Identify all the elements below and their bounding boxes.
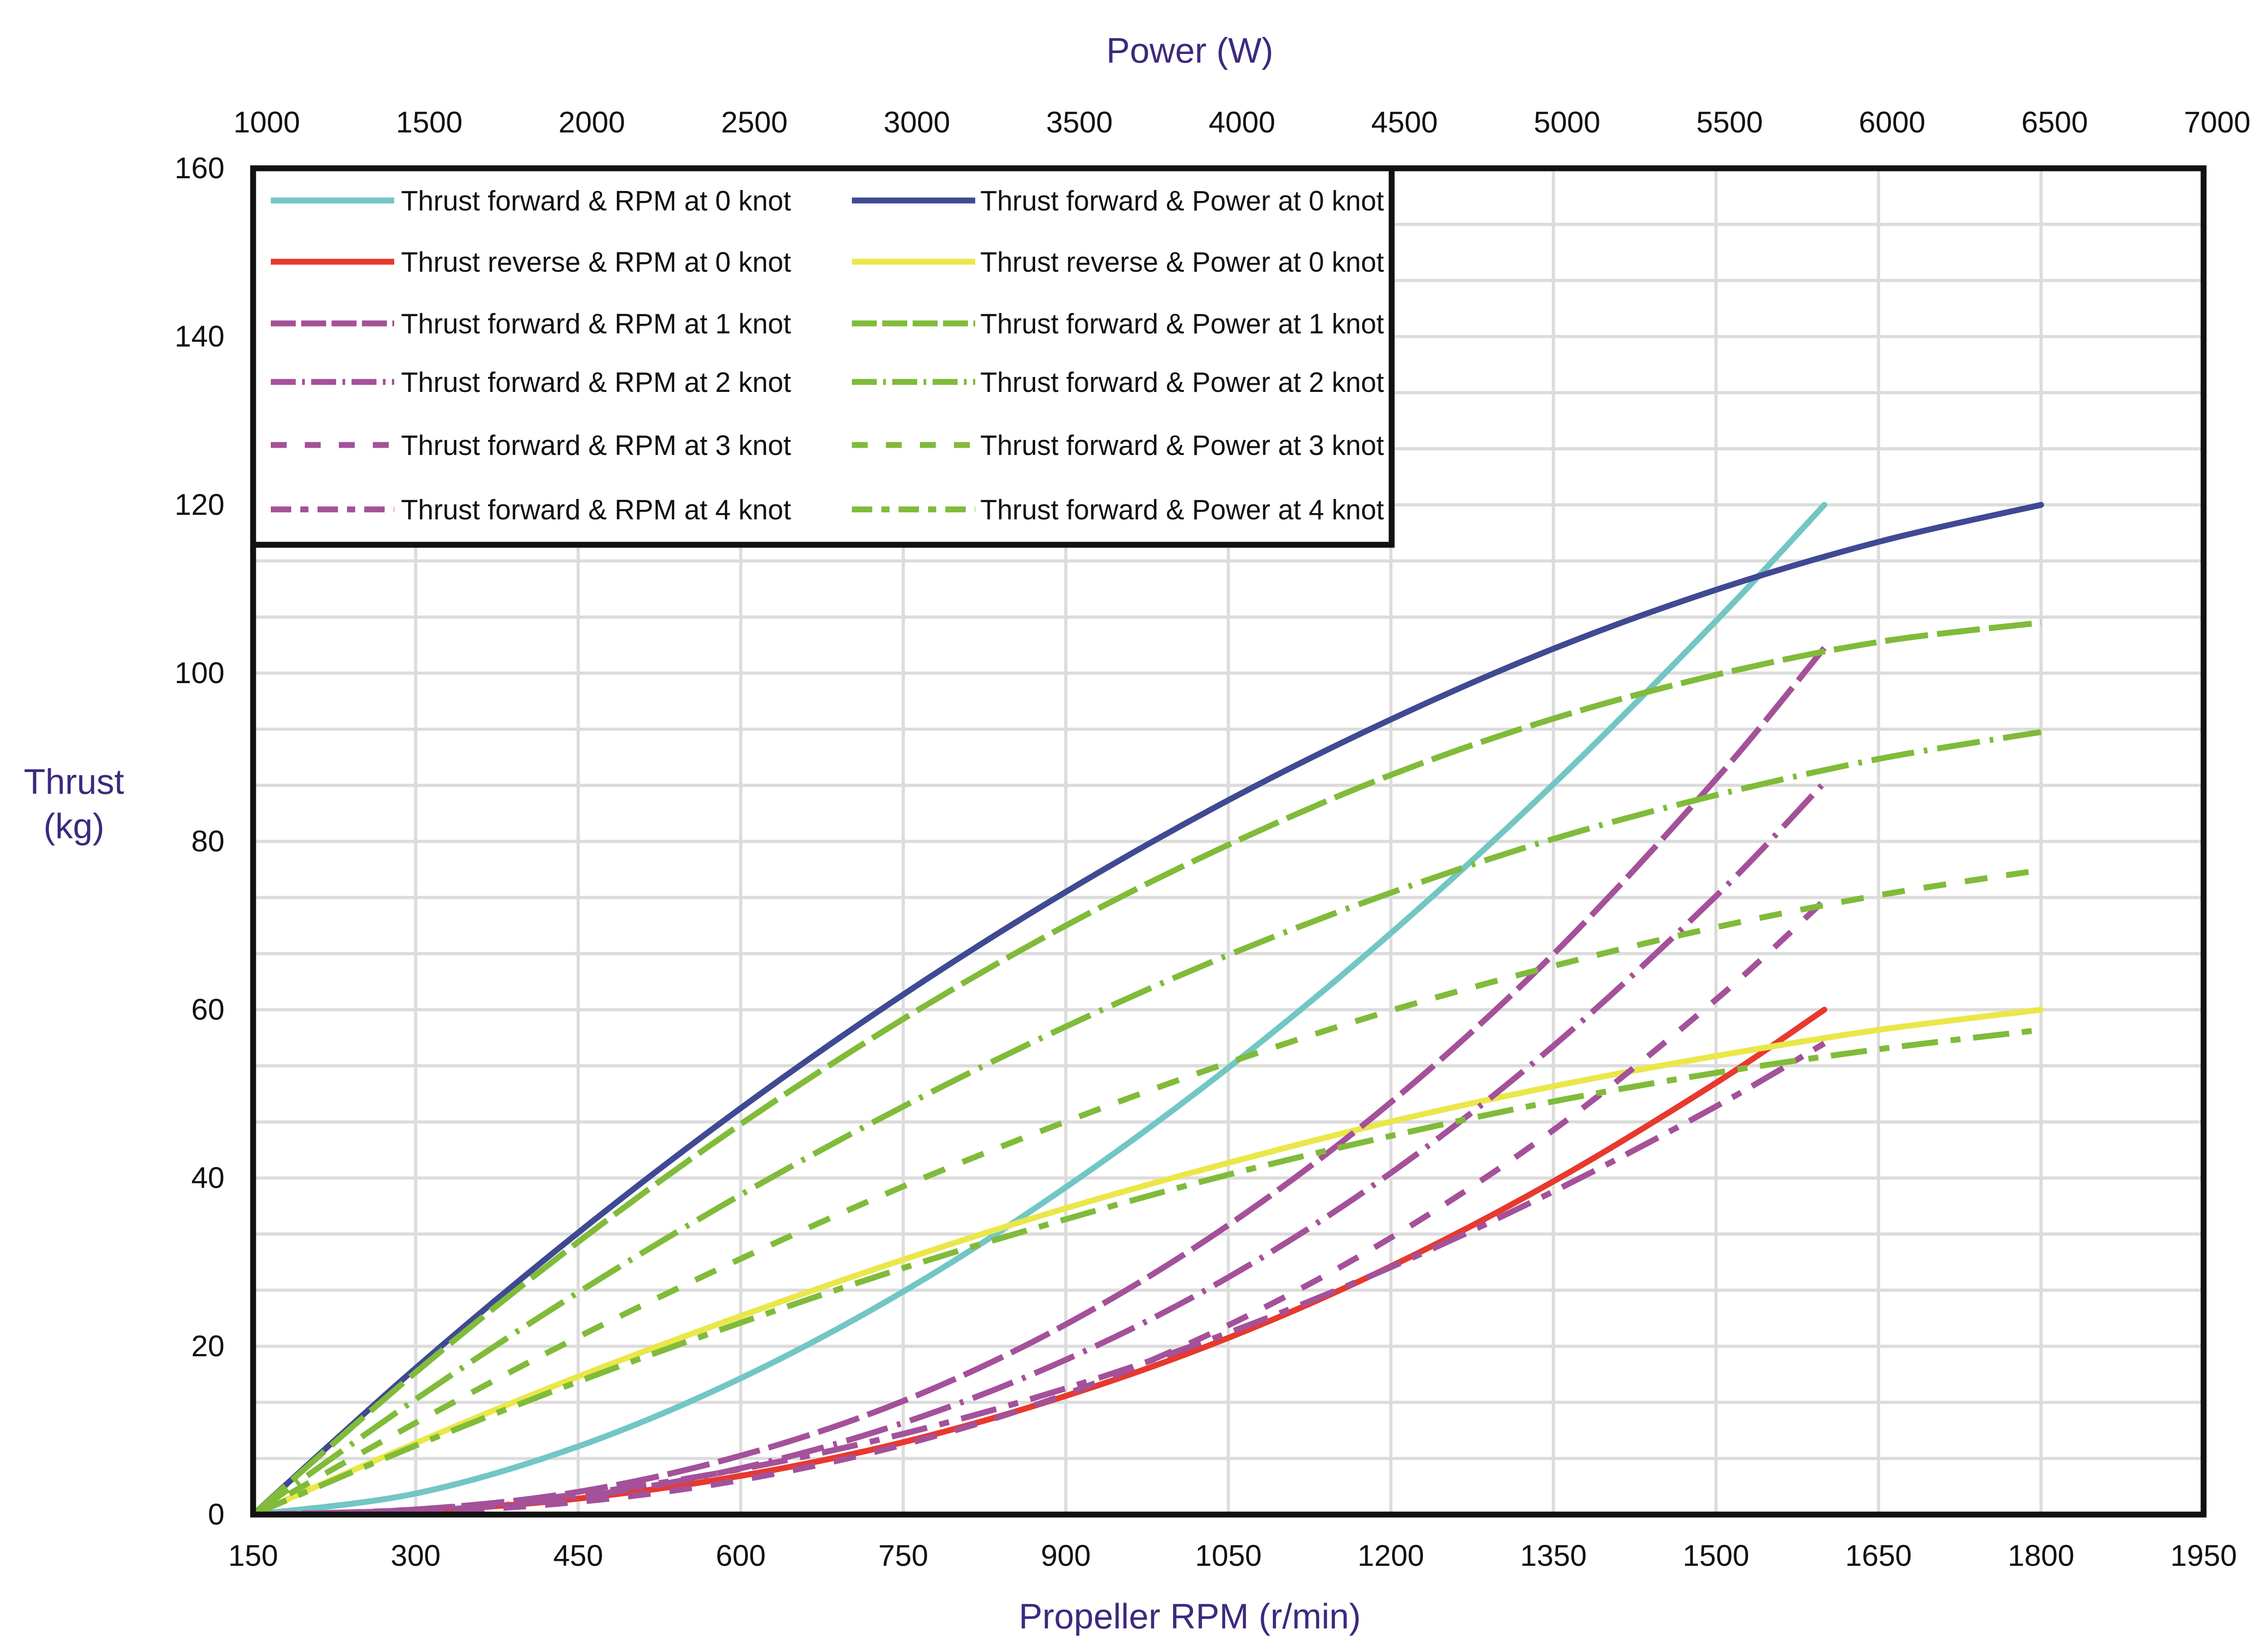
x-tick-label: 1200	[1358, 1539, 1424, 1572]
x-tick-label: 300	[391, 1539, 440, 1572]
x2-tick-label: 4500	[1371, 105, 1438, 139]
x-tick-label: 1950	[2170, 1539, 2237, 1572]
series-line	[250, 1007, 1828, 1518]
x2-tick-label: 5000	[1534, 105, 1600, 139]
legend-label: Thrust forward & RPM at 1 knot	[401, 308, 791, 340]
x2-tick-label: 1000	[234, 105, 300, 139]
x2-tick-label: 1500	[396, 105, 463, 139]
x2-tick-label: 2000	[558, 105, 625, 139]
series-line	[251, 620, 2042, 1517]
legend-label: Thrust forward & Power at 4 knot	[980, 494, 1384, 526]
y-tick-label: 80	[191, 824, 225, 858]
legend-box	[250, 165, 1395, 548]
y-tick-label: 0	[208, 1497, 225, 1531]
tick-labels: 150 300 450 600 750 900 1050 1200 1350 1500 1650 18…	[175, 105, 2251, 1572]
y-tick-label: 100	[175, 656, 225, 689]
x-tick-label: 900	[1041, 1539, 1091, 1572]
x2-tick-label: 6500	[2021, 105, 2088, 139]
legend: Thrust forward & RPM at 0 knot Thrust for…	[250, 165, 1395, 548]
x2-tick-label: 3500	[1046, 105, 1113, 139]
series-line	[250, 1007, 2044, 1518]
legend-label: Thrust forward & Power at 2 knot	[980, 367, 1384, 398]
x-tick-label: 1800	[2008, 1539, 2074, 1572]
series-line	[251, 729, 2042, 1517]
y-axis-title-line1: Thrust	[24, 762, 124, 802]
x-tick-label: 1500	[1683, 1539, 1750, 1572]
legend-label: Thrust reverse & Power at 0 knot	[980, 247, 1384, 278]
y-tick-label: 20	[191, 1329, 225, 1363]
y-axis-title-line2: (kg)	[44, 806, 104, 846]
legend-label: Thrust forward & Power at 1 knot	[980, 308, 1384, 340]
series-line	[252, 1027, 2042, 1517]
x-tick-label: 150	[228, 1539, 278, 1572]
x-tick-label: 600	[716, 1539, 766, 1572]
legend-label: Thrust forward & RPM at 4 knot	[401, 494, 791, 526]
legend-label: Thrust reverse & RPM at 0 knot	[401, 247, 791, 278]
legend-label: Thrust forward & RPM at 2 knot	[401, 367, 791, 398]
x2-tick-label: 3000	[884, 105, 950, 139]
y-tick-label: 160	[175, 151, 225, 185]
series-line	[250, 502, 1828, 1518]
legend-label: Thrust forward & Power at 3 knot	[980, 430, 1384, 461]
x-tick-label: 1650	[1845, 1539, 1912, 1572]
series-line	[251, 867, 2042, 1517]
x-tick-label: 450	[553, 1539, 603, 1572]
x2-axis-title: Power (W)	[1106, 30, 1273, 70]
x2-tick-label: 5500	[1696, 105, 1763, 139]
legend-label: Thrust forward & Power at 0 knot	[980, 186, 1384, 217]
series-line	[253, 898, 1827, 1518]
y-tick-label: 120	[175, 488, 225, 521]
x2-tick-label: 6000	[1859, 105, 1926, 139]
x-tick-label: 750	[878, 1539, 928, 1572]
plot-frame	[250, 165, 2207, 1518]
x2-tick-label: 2500	[721, 105, 788, 139]
y-tick-label: 140	[175, 319, 225, 353]
x-tick-label: 1350	[1520, 1539, 1587, 1572]
x-tick-label: 1050	[1195, 1539, 1262, 1572]
x-axis-title: Propeller RPM (r/min)	[1019, 1596, 1361, 1636]
x2-tick-label: 4000	[1209, 105, 1276, 139]
y-tick-label: 40	[191, 1161, 225, 1194]
y-tick-label: 60	[191, 992, 225, 1026]
series-line	[253, 1041, 1826, 1518]
legend-label: Thrust forward & RPM at 0 knot	[401, 186, 791, 217]
series-lines	[250, 502, 2044, 1518]
series-line	[250, 502, 2044, 1518]
x2-tick-label: 7000	[2184, 105, 2251, 139]
legend-label: Thrust forward & RPM at 3 knot	[401, 430, 791, 461]
